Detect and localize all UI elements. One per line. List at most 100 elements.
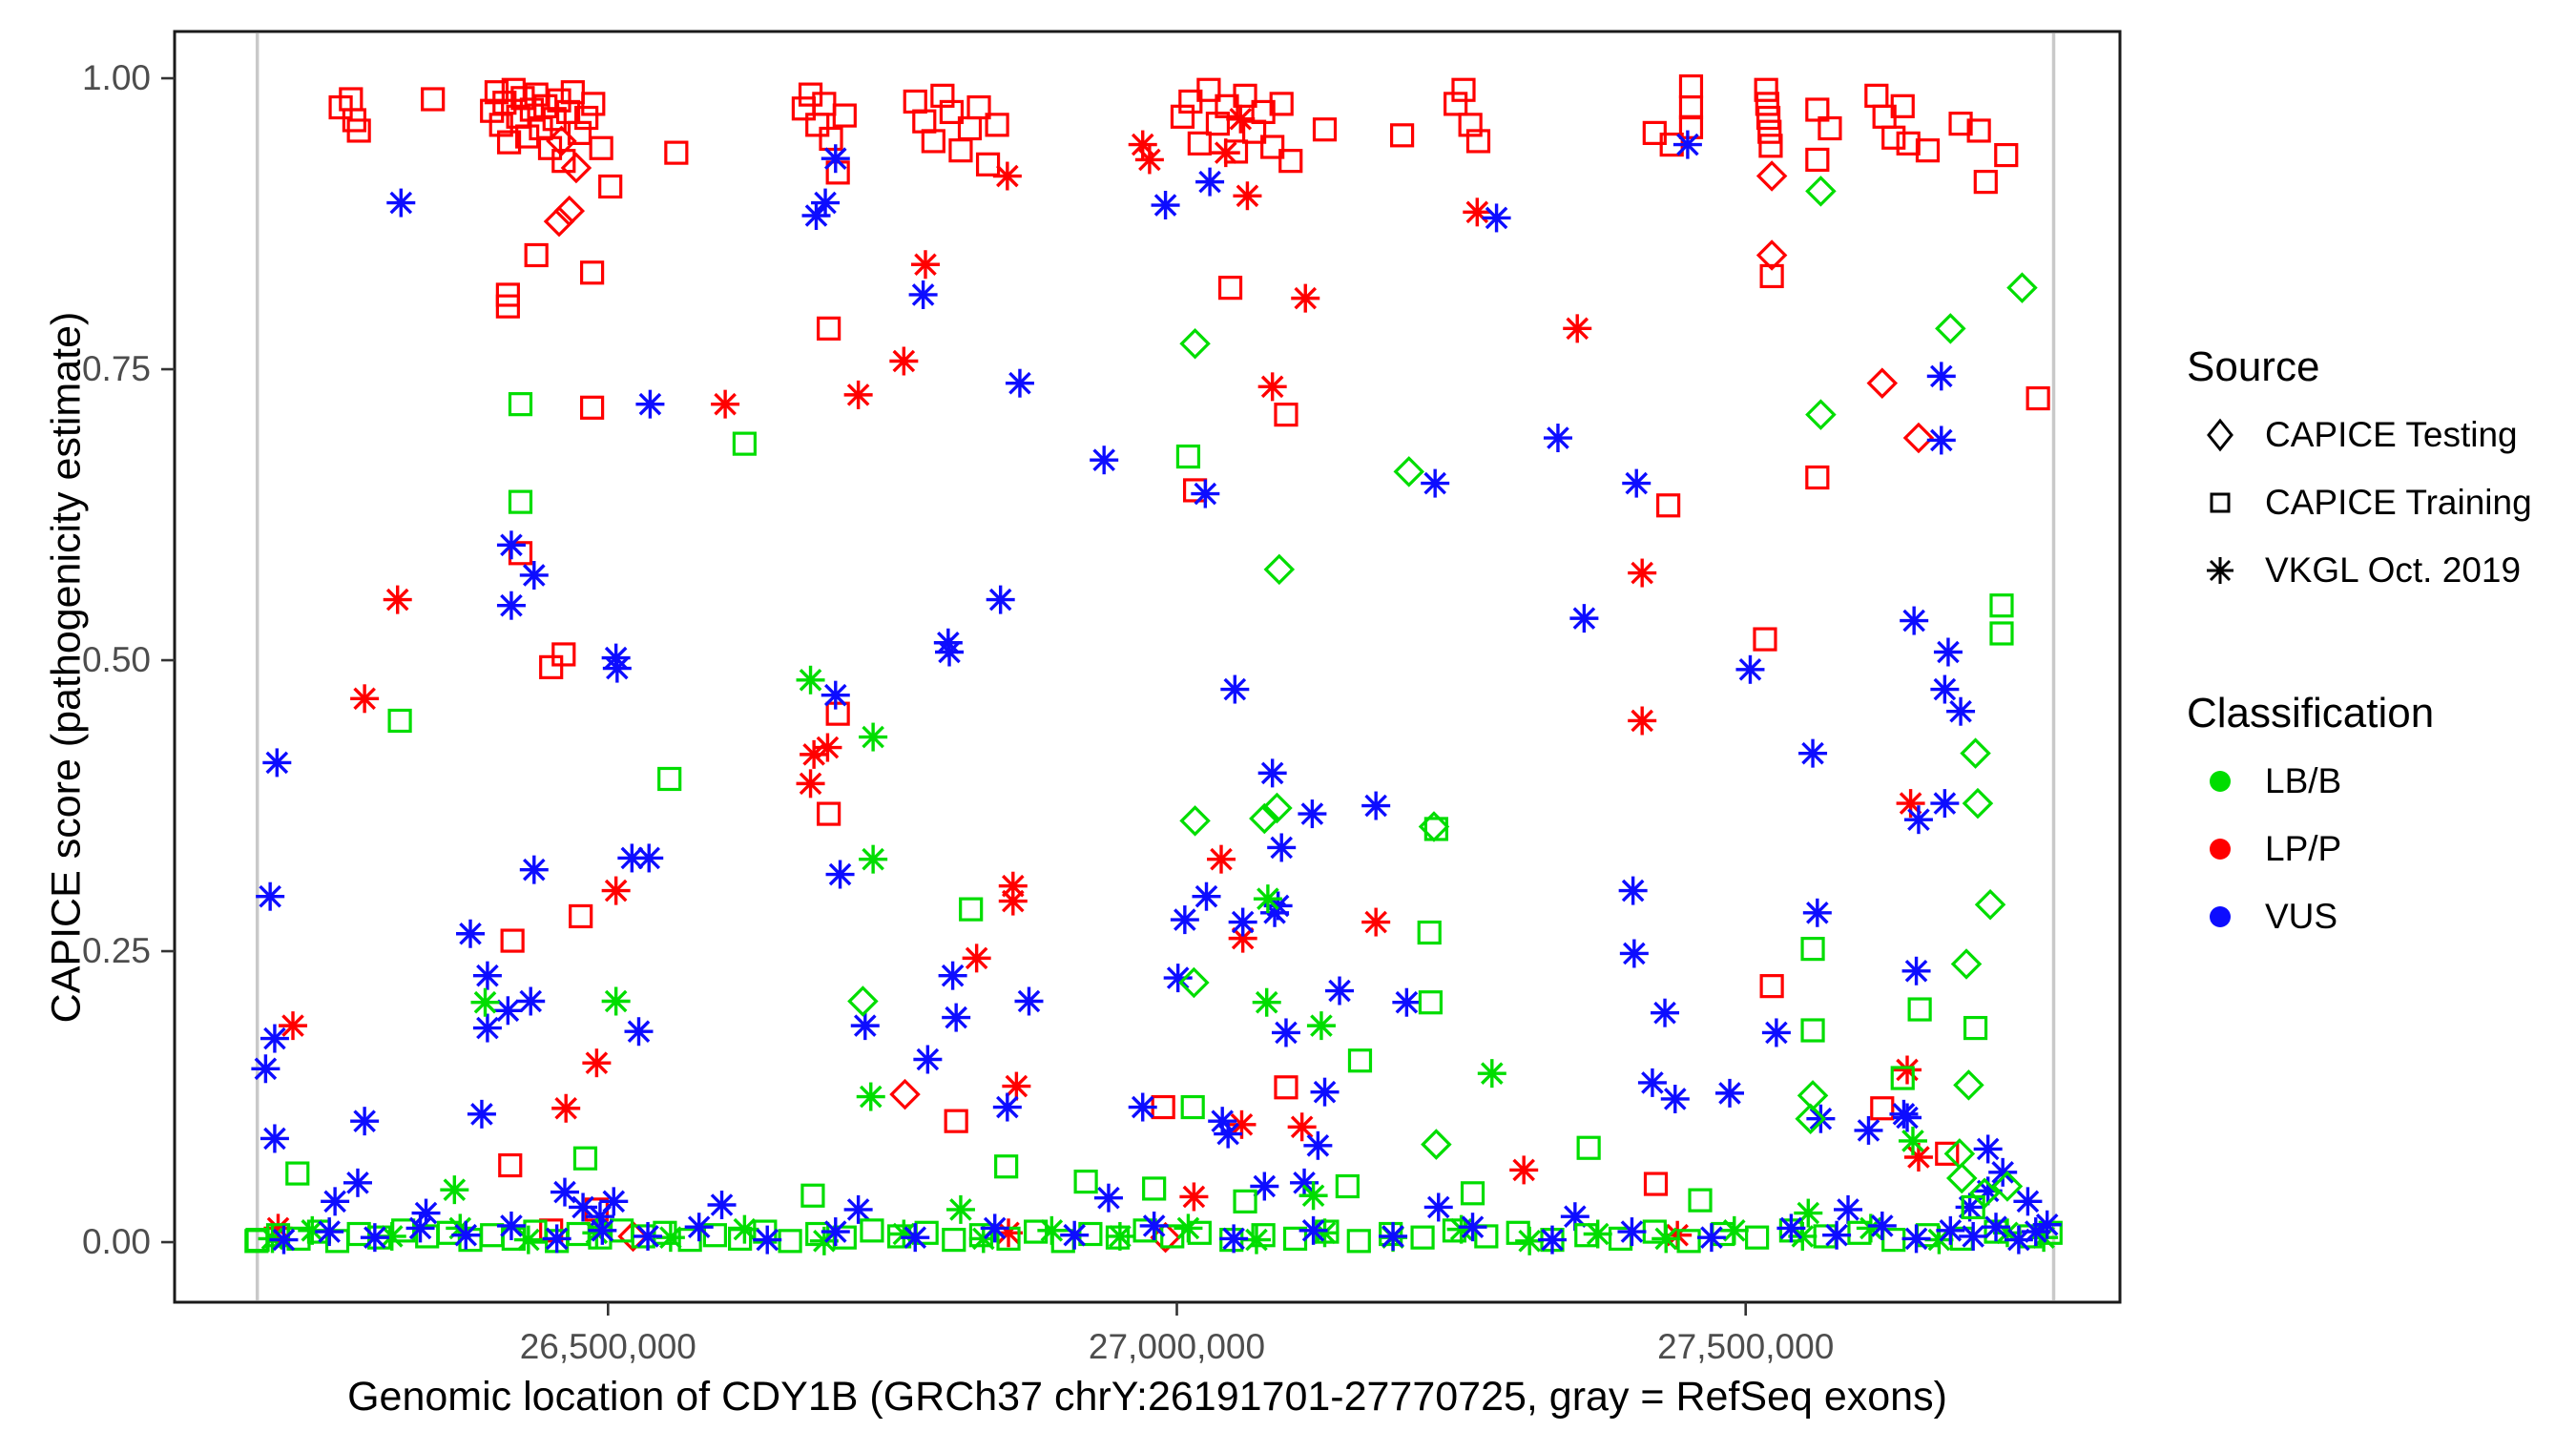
- legend-source: Source CAPICE Testing CAPICE Training: [2187, 343, 2532, 604]
- asterisk-icon: [2187, 548, 2254, 593]
- data-point: [472, 1013, 502, 1043]
- data-point: [796, 769, 825, 798]
- data-point: [1870, 1096, 1895, 1121]
- data-point: [421, 87, 446, 112]
- data-point: [1676, 1229, 1701, 1254]
- data-point: [1834, 1194, 1863, 1224]
- data-point: [1818, 115, 1842, 141]
- data-point: [1968, 1177, 2001, 1210]
- data-point: [1241, 1225, 1271, 1255]
- data-point: [1805, 465, 1830, 490]
- data-point: [1174, 1213, 1203, 1243]
- data-point: [1335, 1173, 1360, 1199]
- data-point: [500, 928, 525, 953]
- data-point: [470, 987, 500, 1017]
- data-point: [847, 985, 879, 1017]
- data-point: [1915, 138, 1941, 163]
- data-point: [1509, 1155, 1539, 1185]
- data-point: [560, 80, 585, 105]
- data-point: [1628, 558, 1657, 588]
- data-point: [1392, 987, 1422, 1017]
- data-point: [251, 1054, 280, 1084]
- data-point: [386, 188, 416, 218]
- data-point: [1672, 130, 1702, 159]
- data-point: [1271, 1018, 1300, 1047]
- data-point: [813, 733, 842, 762]
- data-point: [1421, 468, 1450, 498]
- data-point: [1257, 758, 1287, 788]
- data-point: [1893, 1103, 1922, 1132]
- data-point: [821, 144, 850, 174]
- data-point: [588, 1215, 617, 1245]
- data-point: [1745, 1225, 1770, 1250]
- data-point: [819, 126, 843, 152]
- data-point: [889, 346, 919, 376]
- data-point: [811, 188, 841, 218]
- data-point: [1423, 1192, 1453, 1222]
- data-point: [1175, 444, 1201, 469]
- data-point: [580, 395, 605, 420]
- data-point: [574, 105, 599, 131]
- data-point: [1926, 362, 1956, 391]
- data-point: [1966, 118, 1991, 143]
- data-point: [1637, 1068, 1667, 1097]
- data-point: [1982, 1213, 2011, 1242]
- data-point: [1800, 937, 1825, 962]
- data-point: [1776, 1213, 1806, 1243]
- data-point: [1444, 92, 1468, 116]
- data-point: [942, 1228, 966, 1253]
- data-point: [903, 89, 927, 114]
- data-point: [1274, 1075, 1298, 1100]
- data-point: [1477, 1059, 1506, 1089]
- data-point: [519, 855, 549, 884]
- data-point: [262, 748, 292, 778]
- data-point: [496, 530, 526, 560]
- data-point: [508, 489, 533, 514]
- data-point: [1805, 176, 1837, 207]
- data-point: [908, 280, 938, 309]
- data-point: [1563, 314, 1592, 343]
- data-point: [2025, 385, 2050, 411]
- data-point: [817, 316, 841, 341]
- data-point: [1249, 802, 1280, 835]
- data-point: [1656, 493, 1681, 518]
- data-point: [664, 140, 689, 165]
- data-point: [843, 380, 873, 409]
- data-point: [1901, 956, 1931, 985]
- data-point: [1643, 1172, 1669, 1196]
- data-point: [1179, 327, 1211, 360]
- x-axis-title: Genomic location of CDY1B (GRCh37 chrY:2…: [347, 1374, 1947, 1420]
- data-point: [1287, 1112, 1317, 1142]
- data-point: [1898, 1126, 1927, 1155]
- data-point: [732, 431, 757, 456]
- data-point: [1618, 876, 1648, 905]
- data-point: [1460, 1181, 1485, 1206]
- data-point: [1543, 424, 1572, 453]
- data-point: [994, 1154, 1019, 1179]
- y-tick-label: 0.75: [81, 349, 151, 389]
- data-point: [1576, 1135, 1601, 1160]
- data-point: [1267, 833, 1297, 862]
- data-point: [944, 1109, 968, 1133]
- data-point: [551, 1093, 581, 1123]
- data-point: [569, 1192, 598, 1222]
- data-point: [1274, 403, 1298, 427]
- data-point: [1854, 1115, 1883, 1145]
- data-point: [1935, 313, 1966, 344]
- data-point: [966, 94, 991, 120]
- data-point: [260, 1124, 289, 1153]
- data-point: [1179, 805, 1211, 837]
- data-point: [1806, 1104, 1836, 1133]
- data-point: [1458, 113, 1483, 137]
- data-point: [1134, 145, 1164, 175]
- data-point: [467, 1099, 496, 1129]
- data-point: [1139, 1211, 1169, 1240]
- data-point: [1474, 1224, 1499, 1249]
- data-point: [1757, 119, 1782, 144]
- data-point: [1715, 1078, 1745, 1108]
- legend-item-capice-training: CAPICE Training: [2187, 468, 2532, 536]
- x-tick-label: 27,000,000: [1088, 1327, 1266, 1366]
- data-point: [985, 113, 1009, 137]
- data-point: [2032, 1210, 2062, 1239]
- data-point: [860, 1218, 884, 1243]
